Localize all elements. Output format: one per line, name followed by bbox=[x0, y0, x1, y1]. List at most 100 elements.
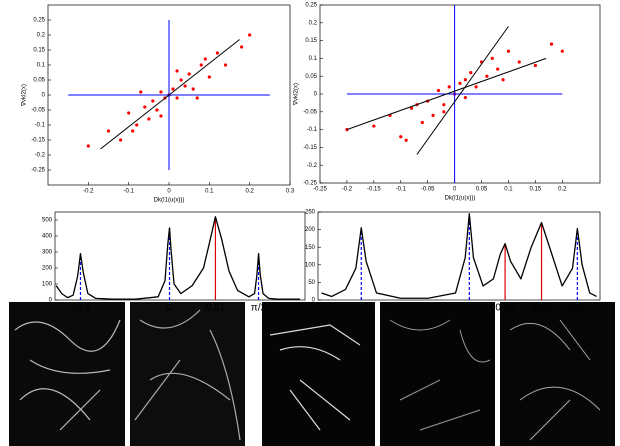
point bbox=[447, 85, 451, 89]
point bbox=[175, 96, 179, 100]
y-tick-label: 200 bbox=[42, 266, 53, 272]
point bbox=[191, 87, 195, 91]
y-tick-label: 400 bbox=[42, 234, 53, 240]
x-tick-label: 0 bbox=[167, 303, 173, 314]
x-tick-label: -0.05 bbox=[421, 187, 435, 193]
edge-map bbox=[500, 302, 615, 446]
y-tick-label: 150 bbox=[305, 245, 316, 251]
edge-map bbox=[262, 302, 375, 446]
y-tick-label: -0.15 bbox=[303, 145, 317, 151]
y-tick-label: 300 bbox=[42, 250, 53, 256]
x-tick-label: 0.81 bbox=[206, 303, 226, 314]
edge-strokes bbox=[269, 324, 361, 431]
edge-map bbox=[380, 302, 495, 446]
point bbox=[463, 95, 467, 100]
x-tick-label: 0.1 bbox=[205, 189, 214, 195]
point bbox=[240, 45, 244, 49]
edge-strokes bbox=[509, 319, 601, 441]
curve bbox=[321, 213, 597, 299]
y-tick-label: -0.15 bbox=[31, 138, 45, 144]
edge-map bbox=[9, 302, 125, 446]
y-tick-label: 100 bbox=[42, 282, 53, 288]
point bbox=[490, 56, 494, 61]
y-tick-label: -0.2 bbox=[35, 153, 46, 159]
y-tick-label: 50 bbox=[308, 280, 315, 286]
point bbox=[431, 113, 435, 117]
point bbox=[175, 69, 179, 73]
x-axis-label: Dk(I1(u(x))) bbox=[445, 196, 476, 202]
x-tick-label: 0.2 bbox=[558, 187, 567, 193]
point bbox=[143, 105, 147, 109]
y-tick-label: 0.1 bbox=[309, 56, 318, 62]
x-tick-label: 0.2 bbox=[245, 189, 254, 195]
y-axis-label: ∇vkI2(x) bbox=[21, 84, 28, 107]
point bbox=[151, 99, 155, 103]
point bbox=[474, 85, 478, 89]
y-tick-label: -0.05 bbox=[303, 109, 317, 115]
x-tick-label: 0 bbox=[167, 189, 171, 195]
point bbox=[442, 110, 446, 114]
point bbox=[199, 63, 203, 67]
y-tick-label: -0.05 bbox=[31, 108, 45, 114]
y-tick-label: 0.25 bbox=[305, 3, 317, 9]
x-tick-label: 0 bbox=[467, 303, 473, 314]
point bbox=[399, 135, 403, 139]
y-tick-label: 250 bbox=[305, 210, 316, 216]
y-tick-label: -0.1 bbox=[307, 127, 318, 133]
x-tick-label: -0.15 bbox=[367, 187, 381, 193]
point bbox=[404, 138, 408, 142]
point bbox=[501, 78, 505, 82]
x-tick-label: 0.05 bbox=[476, 187, 488, 193]
point bbox=[139, 90, 143, 94]
point bbox=[147, 117, 151, 121]
point bbox=[248, 33, 252, 37]
point bbox=[183, 84, 187, 88]
y-tick-label: 0.05 bbox=[33, 78, 45, 84]
x-tick-label: -0.2 bbox=[83, 189, 94, 195]
point bbox=[86, 144, 90, 148]
point bbox=[442, 103, 446, 107]
point bbox=[533, 63, 537, 68]
x-tick-label: 0.15 bbox=[530, 187, 542, 193]
point bbox=[203, 57, 207, 61]
y-tick-label: 0.05 bbox=[305, 74, 317, 80]
plot-frame bbox=[54, 211, 306, 301]
x-tick-label: π/2 bbox=[570, 303, 586, 314]
point bbox=[106, 129, 111, 133]
y-tick-label: 0.2 bbox=[37, 33, 46, 39]
fit-line bbox=[416, 26, 509, 155]
y-tick-label: 0.15 bbox=[305, 38, 317, 44]
x-tick-label: -0.1 bbox=[396, 187, 407, 193]
x-tick-label: 0 bbox=[453, 187, 457, 193]
point bbox=[119, 138, 123, 142]
x-axis-label: Dk(I1(u(x))) bbox=[154, 198, 185, 204]
point bbox=[463, 78, 467, 82]
point bbox=[159, 90, 163, 94]
y-tick-label: 0 bbox=[49, 298, 53, 304]
y-tick-label: 200 bbox=[305, 227, 316, 233]
point bbox=[131, 129, 135, 133]
point bbox=[549, 42, 554, 46]
y-tick-label: 0.25 bbox=[33, 18, 45, 24]
chart: -0.25 -0.2 -0.15 -0.1 -0.05 0 0.05 0.1 0.15 0.2 0.… bbox=[21, 4, 295, 204]
edge-strokes bbox=[14, 319, 121, 431]
point bbox=[155, 108, 159, 112]
point bbox=[171, 87, 175, 91]
chart: 0 50 100 150 200 250 −π/2 0 0.52 1.05 π/2 bbox=[305, 210, 601, 314]
point bbox=[409, 106, 414, 110]
y-tick-label: 500 bbox=[42, 218, 53, 224]
point bbox=[159, 114, 163, 118]
point bbox=[215, 51, 219, 55]
y-tick-label: 100 bbox=[305, 262, 316, 268]
point bbox=[223, 63, 228, 67]
point bbox=[496, 67, 500, 71]
point bbox=[179, 78, 183, 82]
y-axis-label: ∇vkI2(x) bbox=[293, 83, 300, 106]
point bbox=[469, 71, 473, 75]
x-tick-label: −π/2 bbox=[70, 303, 92, 314]
chart: 0 100 200 300 400 500 −π/2 0 0.81 π/2 bbox=[42, 211, 306, 314]
y-tick-label: -0.2 bbox=[307, 163, 318, 169]
y-tick-label: -0.25 bbox=[31, 168, 45, 174]
y-tick-label: 0.1 bbox=[37, 63, 46, 69]
